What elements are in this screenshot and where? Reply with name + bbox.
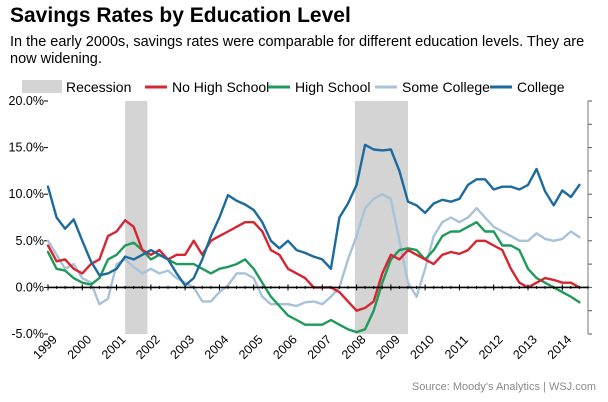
x-tick-label: 2008 [339, 332, 369, 362]
legend-label-some-college: Some College [402, 79, 490, 95]
x-tick-label: 2012 [476, 332, 506, 362]
x-tick-label: 2010 [408, 332, 438, 362]
y-tick-label: 20.0% [9, 94, 44, 108]
legend-swatch-recession [22, 80, 62, 93]
legend-label-recession: Recession [66, 79, 131, 95]
legend: Recession No High School High School Some C… [22, 79, 565, 95]
y-tick-label: 5.0% [16, 234, 45, 248]
series-line-some-college [46, 192, 581, 308]
y-tick-label: -5.0% [11, 327, 44, 341]
x-tick-label: 2009 [373, 332, 403, 362]
x-tick-label: 2002 [133, 332, 163, 362]
x-tick-label: 2007 [305, 332, 335, 362]
x-tick-label: 2003 [168, 332, 198, 362]
y-tick-label: 0.0% [16, 280, 45, 294]
x-tick-label: 2004 [202, 332, 232, 362]
recession-band-2 [354, 101, 408, 334]
y-tick-label: 15.0% [9, 141, 44, 155]
source-note: Source: Moody's Analytics | WSJ.com [411, 381, 596, 393]
x-tick-label: 2014 [545, 332, 575, 362]
series-line-college [46, 143, 581, 287]
legend-label-high-school: High School [295, 79, 371, 95]
x-tick-label: 2011 [442, 333, 471, 362]
x-tick-label: 2005 [236, 332, 266, 362]
legend-label-college: College [517, 79, 565, 95]
recession-band-1 [125, 101, 148, 334]
series-lines [46, 143, 589, 334]
x-tick-label: 2001 [99, 332, 129, 362]
x-tick-label: 2000 [65, 332, 95, 362]
series-line-high-school [46, 220, 581, 334]
recession-bands [125, 101, 408, 334]
x-tick-label: 2006 [270, 332, 300, 362]
y-tick-label: 10.0% [9, 187, 44, 201]
legend-label-no-high-school: No High School [172, 79, 269, 95]
chart-subtitle: In the early 2000s, savings rates were c… [10, 34, 585, 67]
chart-title: Savings Rates by Education Level [10, 4, 351, 27]
x-tick-label: 2013 [510, 332, 540, 362]
